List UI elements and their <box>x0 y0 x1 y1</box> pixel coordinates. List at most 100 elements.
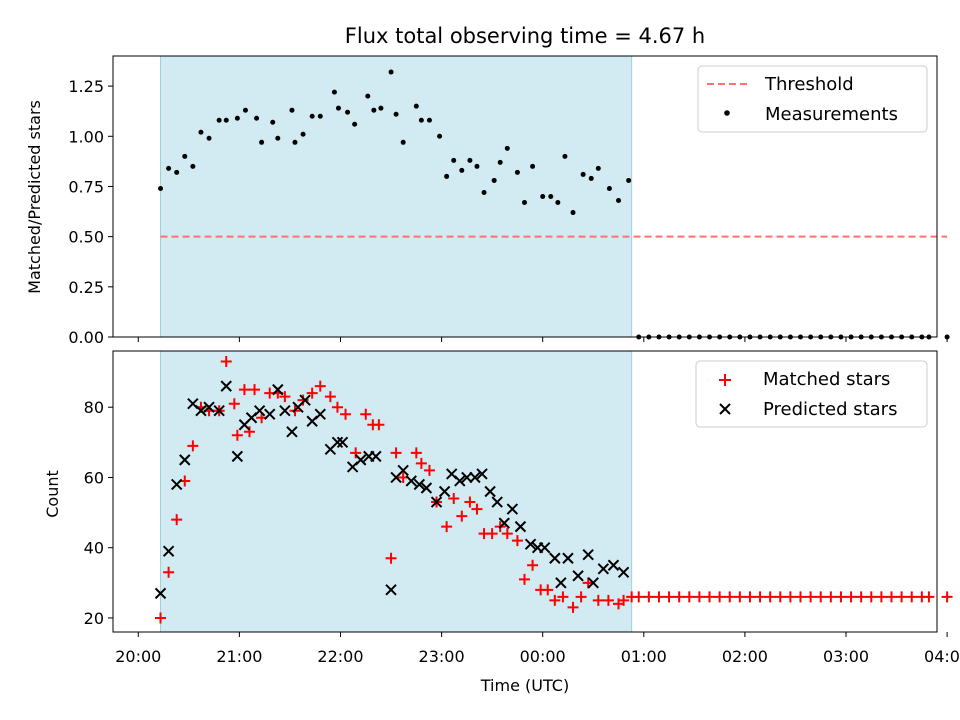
predicted-star-point <box>162 545 175 557</box>
measurement-point <box>451 157 457 163</box>
predicted-star-point <box>195 405 207 417</box>
x-tick-label: 01:00 <box>621 647 667 666</box>
measurement-point <box>426 117 432 123</box>
measurement-point <box>352 121 358 127</box>
measurement-point <box>459 167 465 173</box>
measurement-point <box>400 139 406 145</box>
measurement-point <box>555 200 561 206</box>
measurement-point <box>626 177 632 183</box>
matched-star-point <box>390 447 402 459</box>
measurement-point <box>378 105 384 111</box>
y-tick-label: 0.25 <box>68 278 104 297</box>
measurement-point <box>595 165 601 171</box>
matched-star-point <box>314 380 326 392</box>
measurement-point <box>588 175 594 181</box>
y-tick-label: 0.00 <box>68 328 104 347</box>
predicted-star-point <box>272 383 284 396</box>
predicted-star-point <box>286 426 298 438</box>
measurement-point <box>540 194 546 199</box>
predicted-star-point <box>438 485 451 498</box>
predicted-star-point <box>549 552 561 564</box>
observing-window-band <box>160 350 633 633</box>
bottom-plot-counts: Count Time (UTC) 20 40 60 80 20:00 21:00 22:0… <box>43 350 960 695</box>
matched-star-point <box>663 591 675 603</box>
legend-top: Threshold Measurements <box>697 65 928 133</box>
matched-star-point <box>567 601 579 613</box>
matched-star-point <box>324 391 336 403</box>
measurement-point <box>444 173 450 179</box>
predicted-star-point <box>597 563 610 575</box>
predicted-star-point <box>476 468 488 480</box>
y-tick-label: 0.50 <box>68 228 104 247</box>
predicted-star-point <box>397 464 409 477</box>
measurement-point <box>616 198 622 204</box>
predicted-star-point <box>506 503 519 515</box>
matched-star-point <box>714 591 726 603</box>
y-tick-label: 1.00 <box>68 127 104 146</box>
predicted-star-point <box>572 570 584 582</box>
measurement-point <box>393 111 399 117</box>
matched-star-point <box>306 387 318 399</box>
legend-matched-swatch <box>719 374 731 386</box>
measurement-point <box>504 145 510 151</box>
y-tick-label: 20 <box>84 609 104 628</box>
matched-star-point <box>653 591 665 603</box>
matched-star-point <box>633 591 645 603</box>
legend-measurements-swatch <box>724 110 730 116</box>
predicted-star-point <box>469 471 481 484</box>
matched-star-point <box>297 394 309 406</box>
y-tick-label: 60 <box>84 468 104 487</box>
predicted-star-point <box>179 454 191 466</box>
matched-star-point <box>423 464 435 476</box>
matched-star-point <box>518 573 530 585</box>
legend-bottom: Matched stars Predicted stars <box>695 360 928 428</box>
measurement-point <box>223 117 229 123</box>
matched-star-point <box>896 591 908 603</box>
measurement-point <box>418 117 424 123</box>
predicted-star-point <box>385 584 397 596</box>
matched-star-point <box>643 591 655 603</box>
matched-star-point <box>673 591 685 603</box>
predicted-star-point <box>461 471 473 484</box>
predicted-star-point <box>253 405 266 417</box>
measurement-point <box>371 107 377 113</box>
measurement-point <box>216 117 222 123</box>
x-tick-label: 22:00 <box>317 647 363 666</box>
matched-star-point <box>923 591 935 603</box>
predicted-star-point <box>370 450 382 463</box>
predicted-star-point <box>491 496 503 508</box>
measurement-point <box>530 163 536 169</box>
matched-star-point <box>906 591 918 603</box>
x-tick-label: 20:00 <box>115 647 161 666</box>
predicted-star-point <box>405 475 417 487</box>
matched-star-point <box>886 591 898 603</box>
matched-star-point <box>805 591 817 603</box>
matched-star-point <box>815 591 827 603</box>
matched-star-point <box>825 591 837 603</box>
matched-star-point <box>511 535 523 547</box>
matched-star-point <box>464 496 476 508</box>
top-plot-flux-ratio: Flux total observing time = 4.67 h Match… <box>25 24 950 347</box>
matched-star-point <box>456 510 468 522</box>
matched-star-point <box>385 552 397 564</box>
predicted-star-point <box>430 496 443 508</box>
predicted-star-point <box>420 482 433 494</box>
x-tick-label: 23:00 <box>419 647 465 666</box>
matched-star-point <box>360 408 372 420</box>
predicted-star-point <box>336 436 349 449</box>
matched-star-point <box>754 591 766 603</box>
measurement-point <box>309 113 315 119</box>
measurement-point <box>275 135 281 141</box>
legend-predicted-label: Predicted stars <box>763 399 897 420</box>
predicted-star-point <box>607 559 620 571</box>
matched-star-point <box>774 591 786 603</box>
matched-star-point <box>243 426 255 438</box>
predicted-star-point <box>582 549 594 561</box>
measurement-point <box>317 113 323 119</box>
measurement-point <box>521 200 527 206</box>
observing-window-band <box>160 55 633 338</box>
measurement-point <box>254 115 260 121</box>
y-tick-label: 1.25 <box>68 77 104 96</box>
predicted-star-point <box>484 485 496 498</box>
matched-star-point <box>875 591 887 603</box>
